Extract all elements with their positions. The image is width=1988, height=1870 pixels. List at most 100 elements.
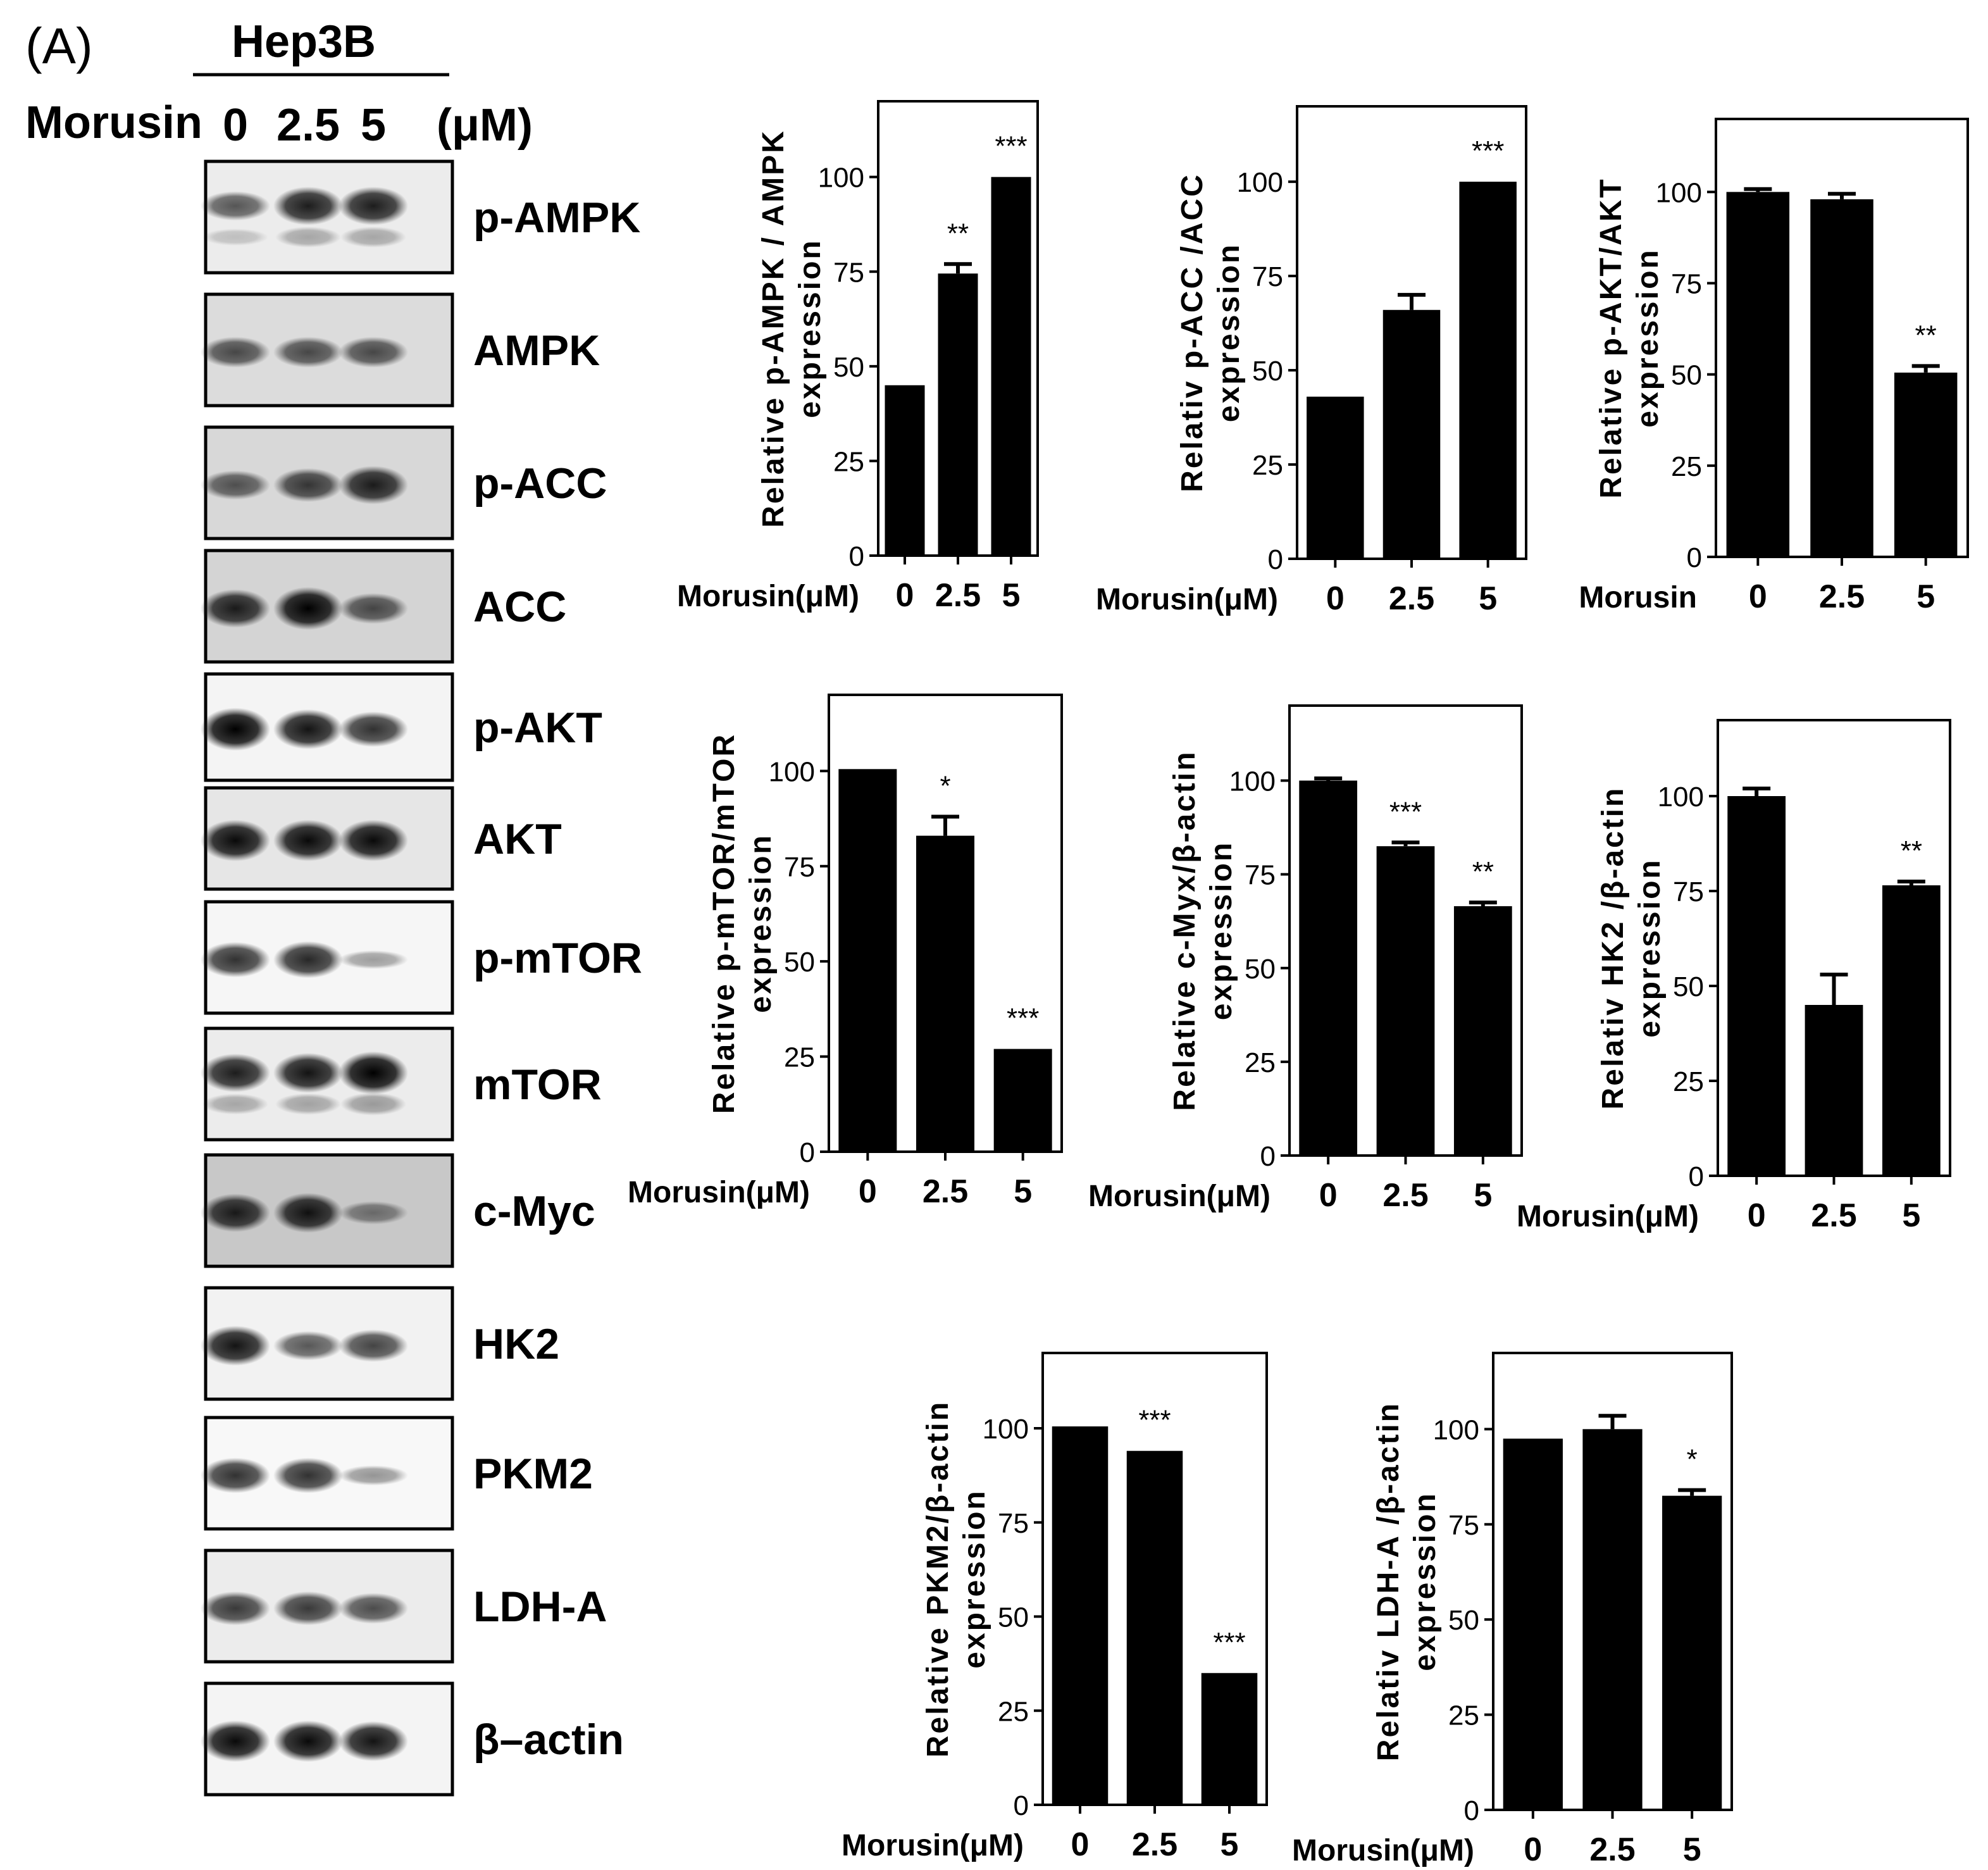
x-axis-label: Morusin(μM) — [1096, 583, 1278, 616]
bar — [1201, 1673, 1258, 1805]
y-axis-label: Relative p-AMPK / AMPK — [757, 129, 790, 528]
significance-label: *** — [995, 131, 1027, 162]
blot-label: p-AKT — [473, 704, 602, 752]
significance-label: *** — [1213, 1627, 1245, 1658]
blot-band — [273, 187, 343, 225]
blot-label: AMPK — [473, 327, 600, 375]
blot-band — [201, 589, 270, 628]
blot-band — [339, 711, 408, 747]
bar — [993, 1049, 1052, 1152]
bar-charts: 02550751000**2.5***5Morusin(μM)Relative … — [628, 100, 1969, 1868]
dose-unit-label: (μM) — [437, 100, 533, 151]
y-axis-label: Relative c-Myx/β-actin — [1168, 750, 1202, 1111]
x-tick-label: 0 — [1071, 1826, 1090, 1863]
y-tick-label: 25 — [833, 446, 864, 477]
y-tick-label: 100 — [1433, 1414, 1479, 1445]
chart-3: 0 25 50 75 100 0 2.5 ** 5 Morusin Relative p-AKT/A… — [1579, 118, 1969, 615]
y-tick-label: 50 — [1252, 356, 1283, 387]
y-tick-label: 50 — [1448, 1605, 1479, 1636]
blot-band — [201, 1720, 270, 1762]
y-axis-label: Relativ p-ACC /ACC — [1176, 173, 1209, 492]
x-axis-label: Morusin(μM) — [1292, 1834, 1474, 1867]
blot-label: c-Myc — [473, 1187, 595, 1235]
y-tick-label: 25 — [784, 1042, 815, 1073]
bar — [1810, 199, 1873, 557]
x-tick-label: 5 — [1683, 1831, 1701, 1868]
blot-band-lower — [340, 227, 406, 248]
y-tick-label: 75 — [1252, 261, 1283, 292]
blot-5: p-AKT — [201, 672, 602, 782]
y-axis-label: expression — [1633, 858, 1667, 1037]
blot-label: mTOR — [473, 1061, 602, 1109]
y-axis-label: Relativ LDH-A /β-actin — [1372, 1402, 1405, 1761]
y-axis-label: expression — [1408, 1492, 1442, 1671]
y-axis-label: Relative PKM2/β-actin — [921, 1400, 955, 1757]
bar — [1882, 885, 1941, 1176]
x-tick-label: 0 — [896, 577, 914, 614]
x-tick-label: 2.5 — [1819, 578, 1865, 615]
y-tick-label: 100 — [818, 163, 864, 194]
bar — [1453, 906, 1512, 1156]
y-tick-label: 75 — [998, 1508, 1029, 1539]
blot-band — [273, 1591, 343, 1626]
y-tick-label: 100 — [769, 756, 815, 787]
blot-13: β–actin — [201, 1681, 624, 1797]
bar — [1382, 309, 1441, 559]
blot-band — [201, 470, 270, 500]
y-axis-label: expression — [1631, 248, 1665, 427]
blot-band-lower — [202, 228, 268, 246]
blot-band — [339, 1201, 408, 1225]
bar — [1582, 1429, 1643, 1810]
x-tick-label: 0 — [859, 1173, 877, 1210]
blot-band — [201, 942, 270, 978]
blot-3: p-ACC — [201, 425, 607, 540]
significance-label: *** — [1007, 1003, 1039, 1034]
y-tick-label: 0 — [800, 1137, 815, 1168]
dose-label-2: 5 — [361, 100, 386, 151]
blot-band — [339, 593, 408, 624]
y-tick-label: 50 — [1673, 971, 1704, 1002]
blot-2: AMPK — [201, 292, 600, 408]
y-tick-label: 75 — [784, 852, 815, 883]
blot-band — [201, 337, 270, 368]
blot-band — [201, 1457, 270, 1493]
x-tick-label: 5 — [1014, 1173, 1032, 1210]
x-axis-label: Morusin(μM) — [1517, 1200, 1699, 1233]
bar — [1662, 1495, 1722, 1810]
blot-7: p-mTOR — [201, 900, 642, 1015]
y-tick-label: 25 — [1245, 1047, 1276, 1078]
blot-band — [201, 707, 270, 751]
y-tick-label: 25 — [1252, 450, 1283, 481]
x-axis-label: Morusin(μM) — [677, 580, 859, 613]
x-tick-label: 2.5 — [1811, 1197, 1856, 1234]
x-axis-label: Morusin — [1579, 581, 1697, 614]
y-tick-label: 25 — [1448, 1700, 1479, 1731]
blot-6: AKT — [201, 786, 562, 891]
blot-band — [273, 1192, 343, 1233]
bar — [1727, 796, 1786, 1176]
blot-12: LDH-A — [201, 1549, 607, 1664]
x-tick-label: 2.5 — [1389, 580, 1434, 617]
x-tick-label: 2.5 — [1132, 1826, 1177, 1863]
chart-1: 0 25 50 75 100 0 ** 2.5 *** 5 Morusin(μM) Relative … — [677, 100, 1039, 614]
y-tick-label: 0 — [1260, 1141, 1276, 1172]
significance-label: *** — [1472, 135, 1504, 166]
blot-band — [339, 950, 408, 969]
y-tick-label: 100 — [1229, 766, 1276, 797]
significance-label: *** — [1138, 1405, 1171, 1436]
blot-band — [273, 1331, 343, 1361]
blot-label: PKM2 — [473, 1450, 593, 1498]
chart-7: 0 25 50 75 100 0 *** 2.5 *** 5 Morusin(μM) Relative… — [842, 1352, 1268, 1863]
x-tick-label: 0 — [1319, 1177, 1338, 1214]
blot-band — [339, 820, 408, 861]
bar — [1503, 1438, 1563, 1810]
bar — [1126, 1450, 1183, 1805]
y-axis-label: expression — [793, 239, 827, 418]
western-blot-panel: p-AMPK AMPK p-ACC ACC p-AKT AKT p-mTOR mTOR c-My… — [201, 159, 642, 1797]
y-tick-label: 0 — [1464, 1795, 1479, 1826]
blot-label: HK2 — [473, 1320, 559, 1368]
x-tick-label: 5 — [1221, 1826, 1239, 1863]
y-tick-label: 100 — [1237, 167, 1283, 198]
y-tick-label: 100 — [1656, 177, 1702, 208]
y-tick-label: 100 — [983, 1414, 1029, 1445]
